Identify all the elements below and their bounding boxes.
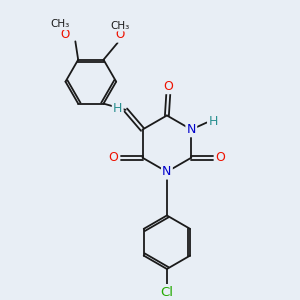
Text: O: O bbox=[109, 151, 118, 164]
Text: H: H bbox=[208, 115, 218, 128]
Text: N: N bbox=[187, 123, 196, 136]
Text: O: O bbox=[115, 28, 124, 41]
Text: N: N bbox=[162, 165, 172, 178]
Text: H: H bbox=[113, 102, 122, 115]
Text: O: O bbox=[164, 80, 173, 93]
Text: Cl: Cl bbox=[160, 286, 173, 298]
Text: CH₃: CH₃ bbox=[110, 21, 130, 31]
Text: O: O bbox=[215, 151, 225, 164]
Text: CH₃: CH₃ bbox=[50, 20, 70, 29]
Text: O: O bbox=[61, 28, 70, 41]
